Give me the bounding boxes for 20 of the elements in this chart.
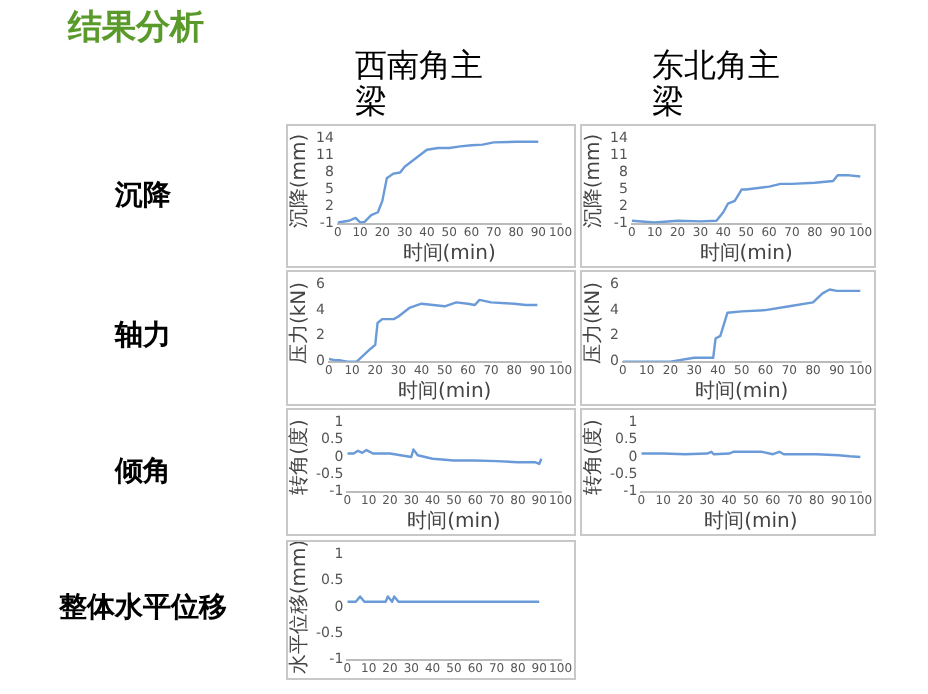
x-axis-title: 时间(min): [699, 241, 794, 266]
y-axis-title: 沉降(mm): [287, 133, 312, 229]
text: 整体水平位移: [57, 590, 229, 626]
x-axis-title: 时间(min): [704, 509, 798, 534]
chart-title: 结果分析: [68, 6, 204, 50]
y-axis-title: 水平位移(mm): [287, 539, 312, 675]
text: 轴力: [112, 318, 173, 354]
y-axis-title: 转角(度): [287, 419, 312, 495]
chart-subtitle: 西南角主梁: [355, 46, 485, 120]
y-axis-title: 压力(kN): [287, 281, 312, 365]
text: 倾角: [112, 454, 173, 490]
chart-subtitle: 东北角主梁: [652, 46, 782, 120]
text: 沉降: [113, 178, 173, 214]
x-axis-title: 时间(min): [695, 379, 789, 404]
x-axis-title: 时间(min): [398, 379, 492, 404]
x-axis-title: 时间(min): [407, 509, 501, 534]
y-axis-title: 压力(kN): [581, 281, 606, 365]
x-axis-title: 时间(min): [402, 241, 497, 266]
y-axis-title: 转角(度): [581, 419, 606, 495]
y-axis-title: 沉降(mm): [581, 133, 606, 229]
